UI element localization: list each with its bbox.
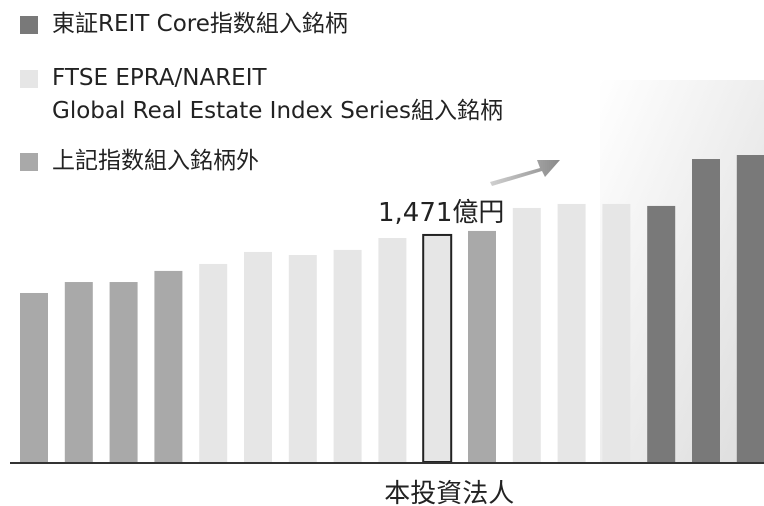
bar <box>736 155 764 462</box>
legend-swatch <box>20 153 38 171</box>
value-label: 1,471億円 <box>378 198 504 228</box>
legend-item: 東証REIT Core指数組入銘柄 <box>20 8 348 41</box>
trend-arrow <box>490 160 560 186</box>
bar <box>154 270 183 462</box>
bar <box>333 249 362 462</box>
category-label: 本投資法人 <box>384 479 514 506</box>
bar <box>557 203 586 463</box>
legend-label: 東証REIT Core指数組入銘柄 <box>52 11 348 37</box>
legend-label: FTSE EPRA/NAREIT Global Real Estate Inde… <box>52 65 504 124</box>
bar <box>647 205 676 462</box>
legend-label: 上記指数組入銘柄外 <box>52 148 259 174</box>
bar <box>244 251 272 462</box>
bar <box>64 282 93 462</box>
legend-item: 上記指数組入銘柄外 <box>20 145 259 178</box>
bar <box>602 203 631 463</box>
bar <box>468 230 496 462</box>
bar <box>199 263 228 462</box>
bar <box>20 292 48 462</box>
bar <box>288 255 317 462</box>
bar <box>422 233 453 463</box>
bar <box>512 207 541 462</box>
legend-swatch <box>20 16 38 34</box>
bar <box>692 159 720 463</box>
bar <box>109 282 138 462</box>
legend-item: FTSE EPRA/NAREIT Global Real Estate Inde… <box>20 62 503 128</box>
legend-swatch <box>20 70 38 88</box>
bar <box>378 238 407 462</box>
